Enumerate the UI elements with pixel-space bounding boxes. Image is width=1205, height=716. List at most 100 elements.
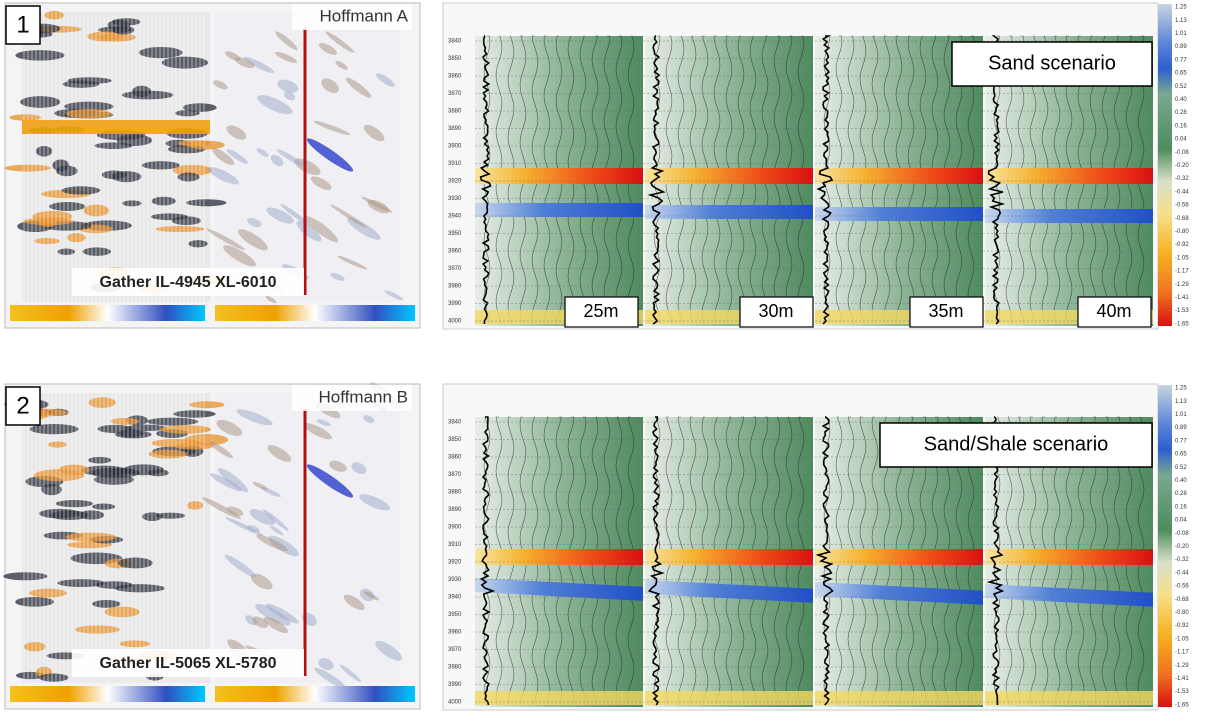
colorbar-label: -0.92 [1175, 623, 1189, 629]
stack-title: Hoffmann B [319, 387, 408, 406]
gather-label: Gather IL-5065 XL-5780 [100, 655, 277, 672]
colorbar-label: 0.89 [1175, 425, 1187, 431]
colorbar-label: -0.32 [1175, 557, 1189, 563]
depth-label: 3940 [448, 595, 462, 601]
colorbar-label: -1.41 [1175, 676, 1189, 682]
colorbar-label: 0.16 [1175, 504, 1187, 510]
depth-label: 3960 [448, 630, 462, 636]
depth-label: 3870 [448, 91, 462, 97]
depth-label: 3970 [448, 266, 462, 272]
colorbar-label: -0.68 [1175, 216, 1189, 222]
colorbar-label: -0.56 [1175, 203, 1189, 209]
depth-label: 3960 [448, 249, 462, 255]
colorbar-label: -0.44 [1175, 570, 1189, 576]
panel-number: 2 [16, 392, 29, 419]
colorbar-label: 0.77 [1175, 438, 1187, 444]
blue-event [475, 203, 643, 217]
thickness-label: 30m [758, 301, 793, 321]
colorbar [1158, 4, 1172, 326]
gather-event [187, 501, 203, 510]
red-event [645, 168, 813, 184]
depth-label: 3840 [448, 39, 462, 45]
gather-event [58, 465, 89, 475]
gather-event [52, 160, 69, 172]
colorbar-label: -0.92 [1175, 242, 1189, 248]
colorbar-label: -0.68 [1175, 597, 1189, 603]
colorbar-label: -0.32 [1175, 176, 1189, 182]
colorbar-label: -1.05 [1175, 255, 1189, 261]
stack-title: Hoffmann A [319, 6, 408, 25]
depth-label: 3950 [448, 612, 462, 618]
colorbar-label: 0.04 [1175, 518, 1187, 524]
depth-label: 3940 [448, 214, 462, 220]
colorbar-label: -1.65 [1175, 702, 1189, 708]
depth-label: 3970 [448, 647, 462, 653]
colorbar-label: -1.41 [1175, 295, 1189, 301]
gather-event [66, 109, 111, 119]
depth-label: 3900 [448, 144, 462, 150]
red-event [815, 549, 983, 565]
colorbar-label: 0.52 [1175, 465, 1187, 471]
colorbar-label: 1.01 [1175, 31, 1187, 37]
depth-label: 3860 [448, 74, 462, 80]
gather-event [105, 607, 140, 618]
colorbar-label: -0.20 [1175, 163, 1189, 169]
panel-number: 1 [16, 11, 29, 38]
colorbar-label: -1.17 [1175, 650, 1189, 656]
yellow-event [815, 691, 983, 705]
depth-label: 3880 [448, 490, 462, 496]
yellow-event [985, 691, 1153, 705]
colorbar-label: -0.44 [1175, 189, 1189, 195]
depth-label: 3990 [448, 301, 462, 307]
gather-event [23, 217, 74, 225]
depth-label: 3850 [448, 437, 462, 443]
gather-event [178, 140, 210, 147]
colorbar-label: -1.29 [1175, 663, 1189, 669]
gather-event [95, 581, 133, 588]
colorbar-label: -0.08 [1175, 150, 1189, 156]
colorbar-left [10, 305, 205, 321]
red-event [475, 168, 643, 184]
colorbar-label: 0.52 [1175, 84, 1187, 90]
colorbar-right [215, 305, 415, 321]
colorbar-label: -1.53 [1175, 308, 1189, 314]
scenario-label: Sand/Shale scenario [924, 433, 1109, 455]
colorbar-label: -0.80 [1175, 229, 1189, 235]
depth-label: 3920 [448, 179, 462, 185]
colorbar-label: -1.53 [1175, 689, 1189, 695]
red-event [475, 549, 643, 565]
colorbar-label: 1.13 [1175, 18, 1187, 24]
gather-event [189, 401, 224, 408]
depth-label: 3870 [448, 472, 462, 478]
depth-label: 3900 [448, 525, 462, 531]
depth-label: 3840 [448, 420, 462, 426]
colorbar-label: 0.16 [1175, 123, 1187, 129]
gather-event [83, 247, 111, 256]
colorbar-left [10, 686, 205, 702]
gather-event [3, 572, 47, 580]
red-event [815, 168, 983, 184]
colorbar-label: 0.89 [1175, 44, 1187, 50]
thickness-label: 35m [928, 301, 963, 321]
depth-label: 3910 [448, 161, 462, 167]
yellow-event [645, 691, 813, 705]
gather-event [162, 57, 208, 69]
depth-label: 3850 [448, 56, 462, 62]
colorbar-label: 0.65 [1175, 71, 1187, 77]
depth-label: 4000 [448, 319, 462, 325]
depth-label: 3980 [448, 665, 462, 671]
colorbar-label: -0.56 [1175, 584, 1189, 590]
colorbar-label: 0.77 [1175, 57, 1187, 63]
gather-event [62, 186, 101, 194]
colorbar-right [215, 686, 415, 702]
gather-event [24, 642, 46, 651]
gather-event [75, 625, 120, 633]
gather-strong-event [22, 120, 210, 134]
depth-label: 3860 [448, 455, 462, 461]
colorbar-label: -0.80 [1175, 610, 1189, 616]
red-event [645, 549, 813, 565]
colorbar-label: 0.40 [1175, 478, 1187, 484]
blue-event [645, 205, 813, 219]
gather-event [142, 161, 180, 169]
colorbar-label: 1.13 [1175, 399, 1187, 405]
